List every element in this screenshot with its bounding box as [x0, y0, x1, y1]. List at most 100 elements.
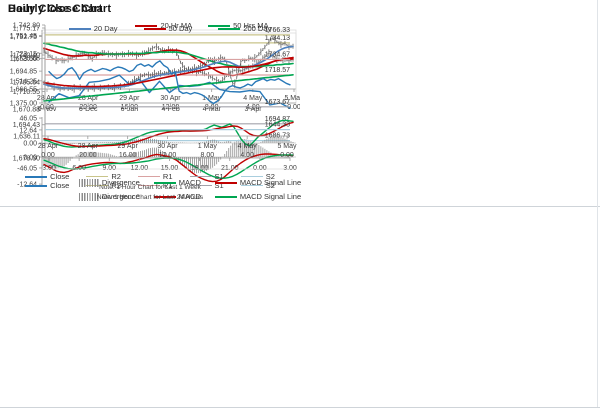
svg-text:16.00: 16.00: [121, 104, 139, 111]
svg-text:5 May: 5 May: [284, 95, 300, 102]
legend-item-macd: MACD: [153, 192, 201, 201]
legend-label: 20 Hr MA: [160, 21, 193, 30]
line-swatch: [137, 184, 160, 187]
legend-label: MACD: [178, 178, 201, 187]
line-swatch: [143, 27, 166, 30]
line-swatch: [218, 27, 241, 30]
svg-text:1644.33: 1644.33: [265, 122, 290, 129]
svg-text:28 Apr: 28 Apr: [78, 95, 99, 102]
daily-macd-legend: Divergence MACD MACD Signal Line: [0, 178, 340, 187]
legend-label: Divergence: [101, 178, 140, 187]
hourly-ma-legend: 20 Hr MA 50 Hrs MA: [0, 21, 352, 30]
svg-text:0.00: 0.00: [40, 104, 54, 111]
legend-item-s2: S2: [240, 172, 275, 181]
weekly-pivot-note: Note: 1 Hour Chart for Last 1 Week: [99, 184, 201, 191]
legend-item-r1: R1: [137, 181, 173, 190]
svg-text:1 May: 1 May: [198, 143, 218, 150]
svg-text:29 Apr: 29 Apr: [119, 95, 140, 102]
legend-item-r2: R2: [86, 172, 121, 181]
legend-label: Close: [50, 172, 70, 181]
svg-text:4 May: 4 May: [238, 143, 258, 150]
svg-text:1,666.55: 1,666.55: [10, 87, 37, 94]
svg-text:30 Apr: 30 Apr: [157, 143, 178, 150]
legend-item-50-hrs-ma: 50 Hrs MA: [208, 21, 269, 30]
hourly-pivot-panel: 1,742.80 1,726.68 1,710.55 1,694.43 1,678.30…: [0, 0, 300, 205]
weekly-pivot-chart: 1,775.17 1,740.40 1,705.64 1,670.88 1,636.11…: [13, 26, 297, 160]
legend-item-r1: R1: [137, 172, 173, 181]
svg-text:1,751.45: 1,751.45: [10, 33, 37, 40]
legend-item-20-day: 20 Day: [68, 24, 118, 33]
svg-text:1,726.68: 1,726.68: [13, 56, 40, 63]
legend-label: 200 Day: [243, 24, 272, 33]
line-swatch: [189, 184, 212, 187]
svg-text:28 Apr: 28 Apr: [38, 143, 59, 150]
legend-item-20-hr-ma: 20 Hr MA: [135, 21, 192, 30]
line-swatch: [240, 175, 263, 178]
daily-close-panel: Daily Close Chart 20 Day 50 Day 200 Day 1,…: [0, 0, 301, 205]
legend-label: R1: [162, 172, 173, 181]
legend-label: MACD: [178, 192, 201, 201]
bottom-divider: [0, 407, 600, 408]
svg-text:1,694.43: 1,694.43: [13, 122, 40, 129]
legend-item-macd-signal-line: MACD Signal Line: [214, 178, 301, 187]
legend-item-s1: S1: [189, 181, 224, 190]
svg-text:4.00: 4.00: [240, 152, 254, 159]
hourly-chart-title: Hourly Close Chart: [8, 3, 112, 15]
legend-label: 50 Hrs MA: [233, 21, 269, 30]
svg-text:0.00: 0.00: [23, 141, 37, 148]
svg-text:1,636.11: 1,636.11: [13, 134, 40, 141]
daily-chart-title: Daily Close Chart: [8, 3, 103, 15]
svg-text:1,775.17: 1,775.17: [13, 26, 40, 33]
svg-text:1718.57: 1718.57: [265, 67, 290, 74]
svg-text:12.64: 12.64: [19, 127, 37, 134]
line-swatch: [68, 27, 91, 30]
svg-text:1,723.15: 1,723.15: [10, 51, 37, 58]
svg-text:16.00: 16.00: [119, 152, 137, 159]
line-swatch: [137, 175, 160, 178]
legend-label: S2: [265, 181, 275, 190]
svg-text:8.00: 8.00: [201, 152, 215, 159]
legend-label: 20 Day: [93, 24, 118, 33]
svg-text:3-Apr: 3-Apr: [244, 106, 262, 113]
legend-item-s1: S1: [189, 172, 224, 181]
svg-text:1,653.50: 1,653.50: [10, 56, 37, 63]
svg-text:1,710.55: 1,710.55: [13, 89, 40, 96]
svg-text:9.00: 9.00: [102, 165, 116, 172]
line-swatch: [25, 184, 48, 187]
svg-text:4.00: 4.00: [246, 104, 260, 111]
svg-text:21.00: 21.00: [221, 165, 239, 172]
legend-label: Close: [50, 181, 70, 190]
svg-text:1,742.80: 1,742.80: [13, 23, 40, 30]
legend-label: 50 Day: [168, 24, 193, 33]
daily-ma-legend: 20 Day 50 Day 200 Day: [0, 24, 320, 33]
legend-label: S1: [214, 181, 224, 190]
svg-text:1,375.00: 1,375.00: [10, 101, 37, 108]
divergence-bars-swatch: [78, 192, 99, 201]
daily-close-chart: 1,792.75 1,653.50 1,514.25 1,375.006-Nov 6-D…: [10, 32, 297, 172]
svg-text:1734.67: 1734.67: [265, 51, 290, 58]
svg-text:0.00: 0.00: [280, 152, 294, 159]
line-swatch: [214, 181, 237, 184]
svg-text:15.00: 15.00: [161, 165, 179, 172]
svg-text:1,678.30: 1,678.30: [13, 156, 40, 163]
legend-label: MACD Signal Line: [239, 192, 302, 201]
svg-text:3.00: 3.00: [283, 165, 297, 172]
svg-text:12.00: 12.00: [162, 104, 180, 111]
legend-item-macd: MACD: [153, 178, 201, 187]
line-swatch: [208, 24, 231, 27]
legend-item-macd-signal-line: MACD Signal Line: [214, 192, 302, 201]
svg-text:6-Dec: 6-Dec: [79, 106, 98, 113]
svg-text:1734.13: 1734.13: [265, 35, 290, 42]
svg-text:-46.05: -46.05: [17, 165, 37, 172]
line-swatch: [153, 195, 176, 198]
legend-item-divergence: Divergence: [78, 178, 140, 187]
legend-label: R2: [111, 181, 121, 190]
svg-text:46.05: 46.05: [19, 116, 37, 123]
legend-item-close: Close: [25, 181, 69, 190]
svg-text:20.00: 20.00: [79, 152, 97, 159]
legend-item-divergence: Divergence: [78, 192, 140, 201]
svg-text:1,740.40: 1,740.40: [13, 53, 40, 60]
svg-text:1,792.75: 1,792.75: [10, 34, 37, 41]
divergence-bars-swatch: [78, 178, 99, 187]
